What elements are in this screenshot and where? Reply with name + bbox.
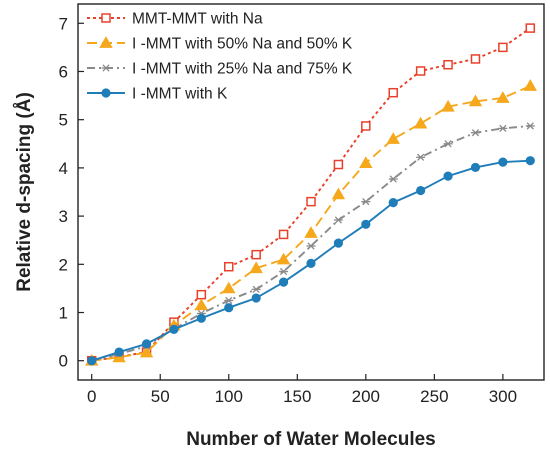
data-point [279,267,289,276]
data-point [306,258,316,268]
data-point [251,293,261,303]
data-point [468,94,483,107]
data-point [333,159,344,170]
data-point [498,157,508,167]
series-1 [85,79,537,366]
data-point [306,196,316,207]
legend: MMT-MMT with Na I -MMT with 50% Na and 50… [87,11,353,103]
data-point [224,303,234,313]
data-point [361,198,371,206]
y-tick-label: 4 [59,159,68,178]
data-point [416,185,426,196]
data-point [470,54,481,64]
data-point [415,66,426,76]
data-point [169,324,179,334]
x-tick-label: 50 [151,387,170,406]
legend-marker [101,64,111,72]
series-3 [87,156,535,366]
legend-item: MMT-MMT with Na [87,11,263,28]
x-tick-label: 200 [352,387,380,406]
data-point [251,285,261,293]
data-point [331,187,346,200]
data-point [333,216,343,224]
y-tick-label: 6 [59,62,68,81]
data-point [525,122,535,130]
data-point [496,91,510,103]
x-tick-label: 250 [420,387,448,406]
legend-item: I -MMT with 50% Na and 50% K [87,36,353,53]
y-axis: 0 1 2 3 4 5 6 7 [59,14,84,371]
data-point [139,345,154,358]
y-tick-label: 3 [59,207,68,226]
legend-item: I -MMT with K [87,86,228,103]
data-point [114,347,124,357]
legend-label: I -MMT with K [132,86,228,103]
data-point [443,59,453,70]
legend-marker [101,13,111,23]
data-point [443,140,453,148]
data-point [278,229,289,240]
data-point [196,313,206,323]
x-tick-label: 150 [283,387,311,406]
data-point [222,281,236,294]
x-tick-label: 100 [215,387,243,406]
data-point [194,298,209,311]
y-tick-label: 7 [59,14,68,33]
data-point [278,277,289,287]
y-tick-label: 1 [59,304,68,323]
data-point [361,121,371,131]
data-point [249,261,263,274]
data-point [251,249,261,260]
series-2 [87,122,535,365]
x-axis: 0 50 100 150 200 250 300 [87,374,517,406]
data-point [470,162,481,173]
series-line [91,27,531,362]
data-point [470,129,480,137]
legend-label: MMT-MMT with Na [132,11,263,28]
y-tick-label: 0 [59,352,68,371]
data-point [525,23,536,33]
data-point [333,238,344,248]
plot-frame [77,3,545,381]
data-point [196,289,207,300]
data-point [416,153,426,161]
data-point [141,339,152,349]
legend-label: I -MMT with 25% Na and 75% K [132,61,353,78]
data-point [388,87,398,98]
series-layer [85,23,537,366]
data-point [523,79,537,91]
data-point [498,42,508,53]
legend-marker [101,88,111,98]
data-point [304,226,318,238]
data-point [443,171,453,181]
x-axis-title: Number of Water Molecules [186,429,436,450]
data-point [388,198,398,208]
data-point [306,242,316,250]
data-point [525,156,535,166]
data-point [224,261,234,272]
data-point [441,99,455,112]
legend-marker [99,36,113,48]
series-line [91,85,531,362]
legend-label: I -MMT with 50% Na and 50% K [132,36,353,53]
data-point [413,116,428,129]
data-point [359,156,373,168]
legend-item: I -MMT with 25% Na and 75% K [87,61,353,78]
data-point [87,356,97,366]
data-point [388,175,398,183]
data-point [224,296,234,305]
x-tick-label: 300 [489,387,517,406]
y-tick-label: 5 [59,111,68,130]
x-tick-label: 0 [87,387,96,406]
y-tick-label: 2 [59,255,68,274]
y-axis-title: Relative d-spacing (Å) [14,92,35,292]
series-line [91,125,531,362]
data-point [498,124,508,132]
data-point [276,252,291,265]
data-point [361,219,371,229]
data-point [386,132,400,144]
